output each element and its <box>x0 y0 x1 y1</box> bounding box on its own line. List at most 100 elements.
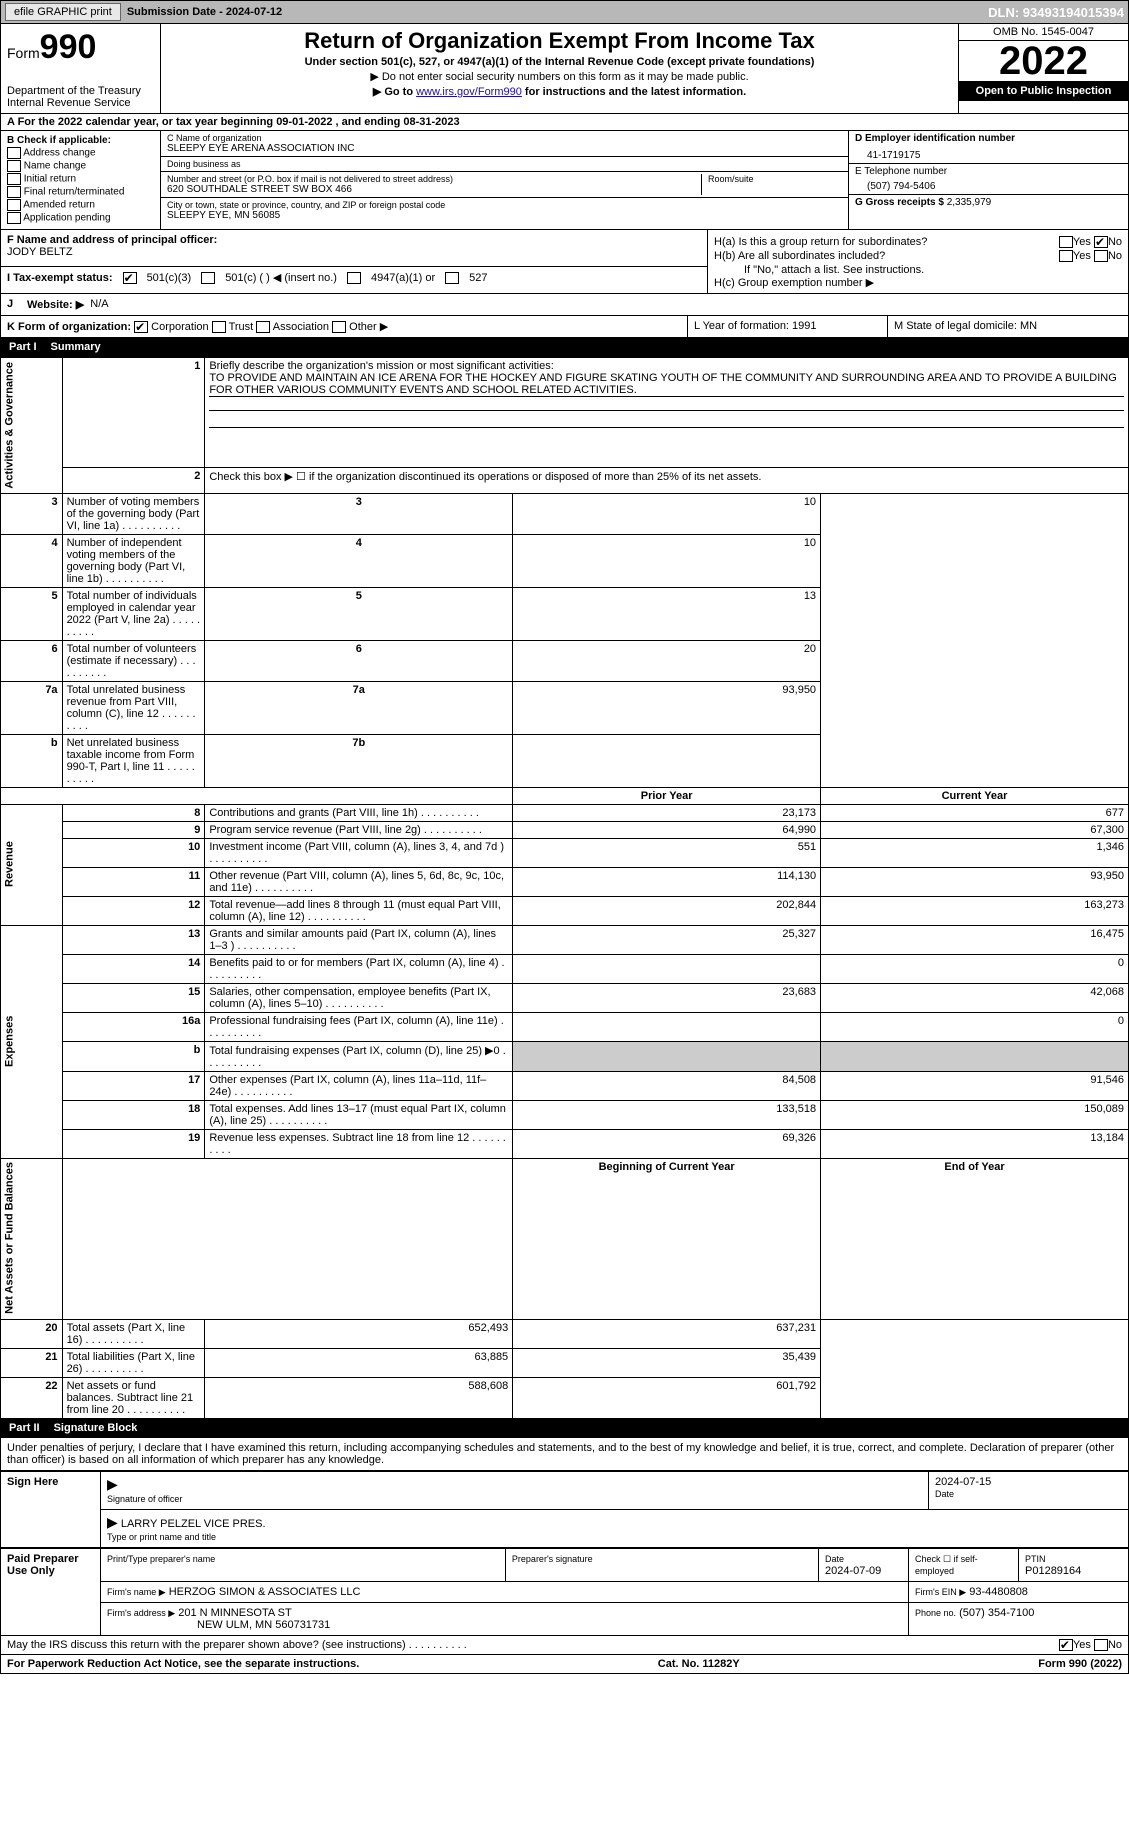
row-j-website: J Website: ▶ N/A <box>0 294 1129 316</box>
ein-value: 41-1719175 <box>855 144 1122 161</box>
discuss-no[interactable] <box>1094 1639 1108 1651</box>
hb-yes[interactable] <box>1059 250 1073 262</box>
website-label: Website: ▶ <box>27 298 84 311</box>
form-label: Form <box>7 45 40 61</box>
officer-name: JODY BELTZ <box>7 246 701 258</box>
form-subtitle-2: ▶ Do not enter social security numbers o… <box>169 70 950 83</box>
chk-amended-return[interactable]: Amended return <box>7 199 154 211</box>
org-name: SLEEPY EYE ARENA ASSOCIATION INC <box>167 143 842 154</box>
website-value: N/A <box>90 298 108 311</box>
form-header: Form990 Department of the Treasury Inter… <box>0 24 1129 114</box>
firm-ein: 93-4480808 <box>969 1586 1028 1598</box>
row-a-period: A For the 2022 calendar year, or tax yea… <box>0 114 1129 131</box>
hb-no[interactable] <box>1094 250 1108 262</box>
name-title-label: Type or print name and title <box>107 1532 216 1542</box>
section-f-h: F Name and address of principal officer:… <box>0 230 1129 294</box>
city-label: City or town, state or province, country… <box>167 200 842 210</box>
hb-label: H(b) Are all subordinates included? <box>714 250 885 262</box>
year-formation: L Year of formation: 1991 <box>688 316 888 337</box>
line1-label: Briefly describe the organization's miss… <box>209 360 553 372</box>
room-label: Room/suite <box>708 174 842 184</box>
tel-value: (507) 794-5406 <box>855 177 1122 192</box>
chk-name-change[interactable]: Name change <box>7 160 154 172</box>
chk-final-return[interactable]: Final return/terminated <box>7 186 154 198</box>
city-value: SLEEPY EYE, MN 56085 <box>167 210 842 221</box>
form-subtitle-3: ▶ Go to www.irs.gov/Form990 for instruct… <box>169 85 950 98</box>
form-subtitle-1: Under section 501(c), 527, or 4947(a)(1)… <box>169 56 950 68</box>
firm-city: NEW ULM, MN 560731731 <box>107 1619 330 1631</box>
addr-value: 620 SOUTHDALE STREET SW BOX 466 <box>167 184 701 195</box>
part-2-header: Part IISignature Block <box>0 1419 1129 1438</box>
hc-label: H(c) Group exemption number ▶ <box>714 276 1122 289</box>
topbar: efile GRAPHIC print Submission Date - 20… <box>0 0 1129 24</box>
chk-501c3[interactable] <box>123 272 137 284</box>
gross-value: 2,335,979 <box>947 197 992 208</box>
row-k: K Form of organization: Corporation Trus… <box>0 316 1129 338</box>
hdr-end: End of Year <box>821 1158 1129 1319</box>
chk-initial-return[interactable]: Initial return <box>7 173 154 185</box>
dba-label: Doing business as <box>167 159 842 169</box>
footer-right: Form 990 (2022) <box>1038 1658 1122 1670</box>
org-name-label: C Name of organization <box>167 133 842 143</box>
officer-printed-name: LARRY PELZEL VICE PRES. <box>121 1518 266 1530</box>
hb-note: If "No," attach a list. See instructions… <box>714 264 1122 276</box>
footer-left: For Paperwork Reduction Act Notice, see … <box>7 1658 359 1670</box>
submission-date: Submission Date - 2024-07-12 <box>127 6 282 18</box>
chk-corporation[interactable] <box>134 321 148 333</box>
ha-yes[interactable] <box>1059 236 1073 248</box>
firm-addr: 201 N MINNESOTA ST <box>178 1607 292 1619</box>
hdr-prior: Prior Year <box>513 787 821 804</box>
sign-here-label: Sign Here <box>1 1471 101 1547</box>
section-b-c-d: B Check if applicable: Address change Na… <box>0 131 1129 230</box>
irs-link[interactable]: www.irs.gov/Form990 <box>416 86 522 98</box>
gross-label: G Gross receipts $ <box>855 197 944 208</box>
form-org-label: K Form of organization: <box>7 321 131 333</box>
tax-year: 2022 <box>959 41 1128 81</box>
hdr-beg: Beginning of Current Year <box>513 1158 821 1319</box>
chk-address-change[interactable]: Address change <box>7 147 154 159</box>
officer-label: F Name and address of principal officer: <box>7 234 217 246</box>
tax-exempt-label: I Tax-exempt status: <box>7 272 113 284</box>
chk-other[interactable] <box>332 321 346 333</box>
firm-name: HERZOG SIMON & ASSOCIATES LLC <box>169 1586 361 1598</box>
ha-label: H(a) Is this a group return for subordin… <box>714 236 927 248</box>
section-b-title: B Check if applicable: <box>7 135 111 146</box>
chk-527[interactable] <box>445 272 459 284</box>
dept-treasury: Department of the Treasury <box>7 85 154 97</box>
chk-501c[interactable] <box>201 272 215 284</box>
discuss-yes[interactable] <box>1059 1639 1073 1651</box>
footer: For Paperwork Reduction Act Notice, see … <box>0 1655 1129 1674</box>
footer-mid: Cat. No. 11282Y <box>658 1658 740 1670</box>
sig-officer-label: Signature of officer <box>107 1494 182 1504</box>
hdr-curr: Current Year <box>821 787 1129 804</box>
mission-text: TO PROVIDE AND MAINTAIN AN ICE ARENA FOR… <box>209 372 1124 397</box>
sig-date-label: Date <box>935 1489 954 1499</box>
paid-preparer-label: Paid Preparer Use Only <box>1 1548 101 1635</box>
vlabel-net: Net Assets or Fund Balances <box>1 1158 63 1319</box>
chk-association[interactable] <box>256 321 270 333</box>
sig-declaration: Under penalties of perjury, I declare th… <box>0 1438 1129 1471</box>
sig-date-value: 2024-07-15 <box>935 1476 991 1488</box>
firm-phone: (507) 354-7100 <box>959 1607 1034 1619</box>
tel-label: E Telephone number <box>855 166 1122 177</box>
vlabel-governance: Activities & Governance <box>1 358 63 494</box>
chk-trust[interactable] <box>212 321 226 333</box>
form-number: 990 <box>40 28 97 66</box>
dln: DLN: 93493194015394 <box>988 5 1124 20</box>
sign-here-table: Sign Here ▶Signature of officer 2024-07-… <box>0 1471 1129 1548</box>
form-title: Return of Organization Exempt From Incom… <box>169 28 950 54</box>
paid-preparer-table: Paid Preparer Use Only Print/Type prepar… <box>0 1548 1129 1636</box>
irs-label: Internal Revenue Service <box>7 97 154 109</box>
summary-table: Activities & Governance 1 Briefly descri… <box>0 357 1129 1418</box>
chk-application-pending[interactable]: Application pending <box>7 212 154 224</box>
efile-button[interactable]: efile GRAPHIC print <box>5 3 121 21</box>
chk-4947[interactable] <box>347 272 361 284</box>
ein-label: D Employer identification number <box>855 133 1015 144</box>
discuss-row: May the IRS discuss this return with the… <box>0 1636 1129 1655</box>
addr-label: Number and street (or P.O. box if mail i… <box>167 174 701 184</box>
line2-text: Check this box ▶ ☐ if the organization d… <box>205 467 1129 493</box>
ha-no[interactable] <box>1094 236 1108 248</box>
part-1-header: Part ISummary <box>0 338 1129 357</box>
inspection-label: Open to Public Inspection <box>959 81 1128 101</box>
discuss-label: May the IRS discuss this return with the… <box>7 1639 467 1651</box>
